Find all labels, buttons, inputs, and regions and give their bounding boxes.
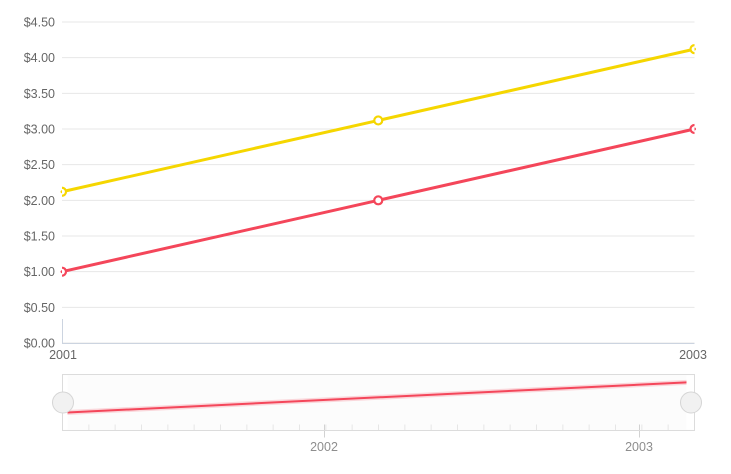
y-axis-label: $1.00 [24,265,55,279]
y-axis-label: $4.00 [24,51,55,65]
x-axis-label: 2001 [49,348,77,362]
series-markers-yellow-series [58,44,699,197]
data-point-marker[interactable] [689,123,699,135]
data-point-marker[interactable] [58,266,68,277]
y-axis-label: $3.50 [24,87,55,101]
y-axis-label: $0.00 [24,337,55,351]
navigator-axis-label: 2003 [625,440,653,454]
y-axis-label: $2.00 [24,194,55,208]
series-markers-red-series [58,123,699,277]
y-axis-label: $4.50 [24,16,55,30]
y-axis-label: $3.00 [24,123,55,137]
navigator-axis-label: 2002 [310,440,338,454]
navigator-series-line [62,381,693,414]
data-point-marker[interactable] [58,186,68,197]
y-axis-label: $0.50 [24,301,55,315]
navigator-left-handle[interactable] [52,391,74,414]
y-axis-label: $2.50 [24,158,55,172]
data-point-marker[interactable] [373,115,384,126]
data-point-marker[interactable] [689,44,699,55]
navigator-track[interactable] [62,374,695,431]
navigator-right-handle[interactable] [680,391,702,414]
y-axis-label: $1.50 [24,230,55,244]
x-axis-label: 2003 [679,348,707,362]
data-point-marker[interactable] [373,195,384,206]
